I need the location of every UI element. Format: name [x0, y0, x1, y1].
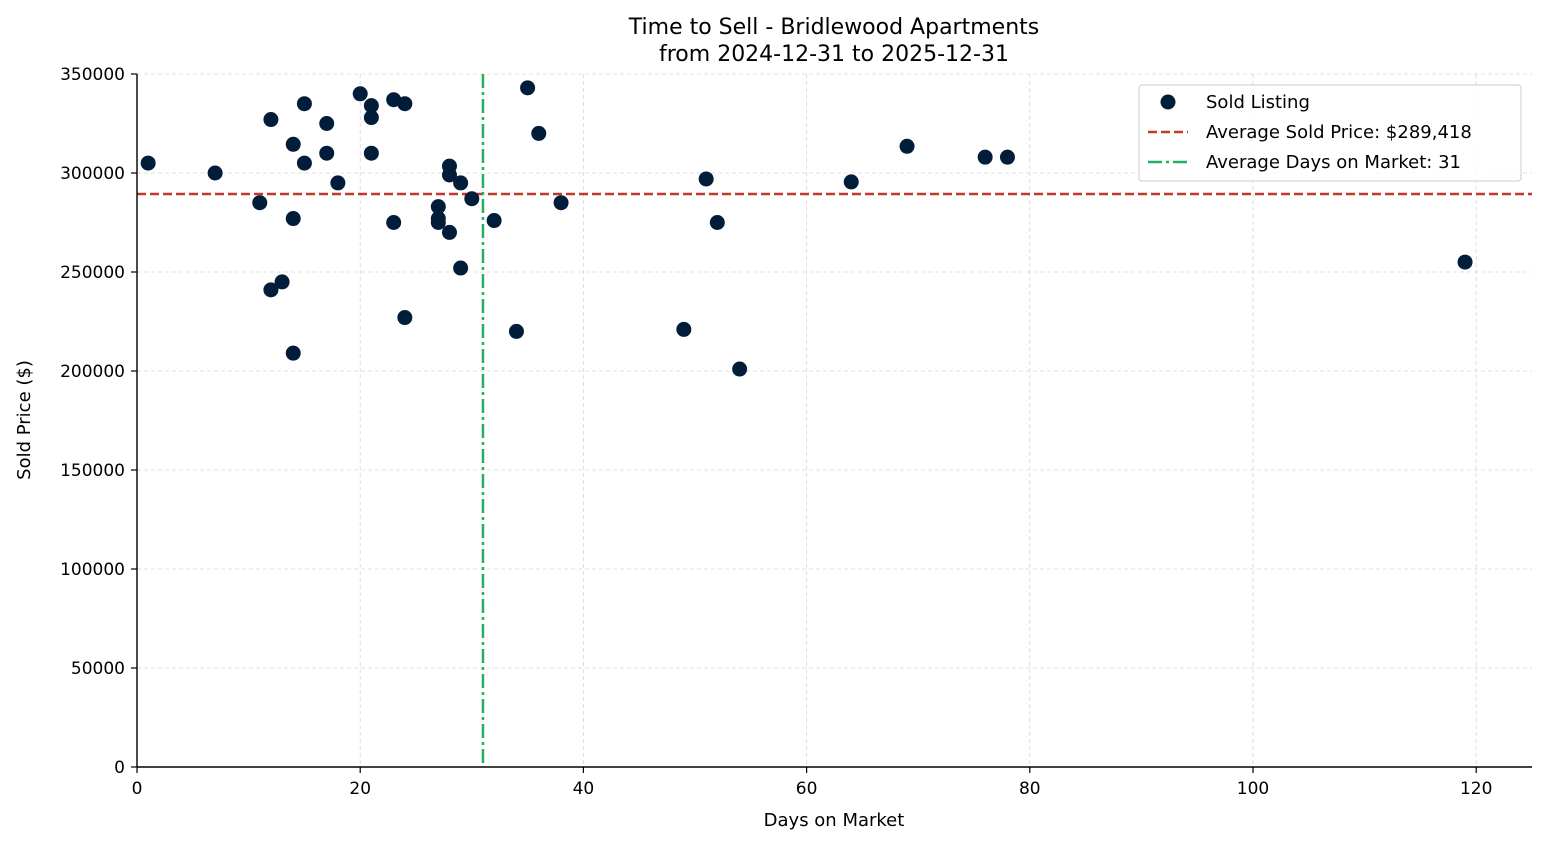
data-point	[296, 96, 312, 112]
y-tick-label: 50000	[71, 659, 125, 679]
data-point	[263, 112, 279, 128]
data-point	[676, 321, 692, 337]
data-point	[430, 199, 446, 215]
y-tick-label: 150000	[60, 461, 125, 481]
data-point	[330, 175, 346, 191]
data-point	[263, 282, 279, 298]
legend-label-avg-price: Average Sold Price: $289,418	[1206, 122, 1472, 143]
data-points	[140, 80, 1473, 377]
data-point	[285, 136, 301, 152]
data-point	[977, 149, 993, 165]
data-point	[285, 211, 301, 227]
y-tick-label: 300000	[60, 164, 125, 184]
x-tick-label: 0	[132, 779, 143, 799]
data-point	[486, 213, 502, 229]
data-point	[520, 80, 536, 96]
x-axis-label: Days on Market	[764, 810, 905, 831]
x-tick-label: 20	[349, 779, 371, 799]
data-point	[698, 171, 714, 187]
tick-labels: 0 20 40 60 80 100 120 0 50000 100000 150000 200000 2…	[60, 65, 1492, 799]
legend: Sold Listing Average Sold Price: $289,41…	[1138, 84, 1522, 182]
data-point	[441, 224, 457, 240]
legend-box	[1138, 84, 1522, 182]
x-tick-label: 40	[573, 779, 595, 799]
data-point	[899, 138, 915, 154]
data-point	[464, 191, 480, 207]
grid	[136, 73, 1532, 768]
y-tick-label: 350000	[60, 65, 125, 85]
data-point	[352, 86, 368, 102]
data-point	[531, 125, 547, 141]
data-point	[999, 149, 1015, 165]
data-point	[553, 195, 569, 211]
legend-marker-points	[1160, 94, 1176, 110]
data-point	[274, 274, 290, 290]
data-point	[453, 175, 469, 191]
data-point	[1457, 254, 1473, 270]
x-tick-label: 80	[1019, 779, 1041, 799]
data-point	[732, 361, 748, 377]
chart-subtitle: from 2024-12-31 to 2025-12-31	[659, 42, 1009, 67]
data-point	[508, 323, 524, 339]
y-tick-label: 250000	[60, 263, 125, 283]
data-point	[397, 96, 413, 112]
data-point	[843, 174, 859, 190]
y-tick-label: 200000	[60, 362, 125, 382]
x-tick-label: 100	[1237, 779, 1269, 799]
axes	[131, 73, 1532, 773]
data-point	[441, 167, 457, 183]
data-point	[140, 155, 156, 171]
data-point	[363, 145, 379, 161]
data-point	[207, 165, 223, 181]
x-tick-label: 120	[1460, 779, 1492, 799]
legend-label-points: Sold Listing	[1206, 92, 1310, 113]
data-point	[709, 215, 725, 230]
data-point	[386, 215, 402, 230]
data-point	[252, 195, 268, 211]
data-point	[363, 98, 379, 114]
data-point	[319, 145, 335, 161]
reference-lines	[137, 74, 1532, 767]
y-tick-label: 0	[114, 758, 125, 778]
data-point	[430, 215, 446, 230]
data-point	[296, 155, 312, 171]
data-point	[397, 310, 413, 326]
data-point	[453, 260, 469, 276]
legend-label-avg-days: Average Days on Market: 31	[1206, 152, 1461, 173]
data-point	[285, 345, 301, 361]
data-point	[363, 110, 379, 126]
chart-title: Time to Sell - Bridlewood Apartments	[628, 15, 1039, 40]
data-point	[319, 116, 335, 131]
x-tick-label: 60	[796, 779, 818, 799]
y-tick-label: 100000	[60, 560, 125, 580]
y-axis-label: Sold Price ($)	[14, 360, 35, 480]
